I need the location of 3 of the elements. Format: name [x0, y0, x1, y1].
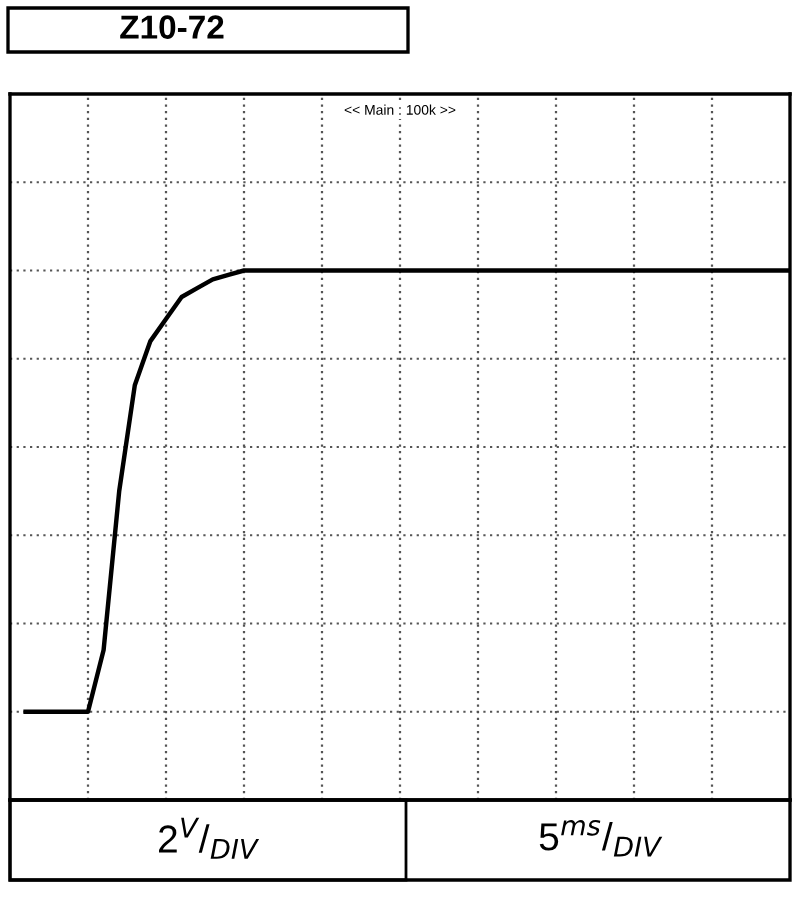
chart-title: Z10-72 — [120, 15, 224, 39]
text: 2$^{V}$/$_{DIV}$ — [159, 817, 260, 859]
text: 5$^{ms}$/$_{DIV}$ — [539, 820, 663, 857]
